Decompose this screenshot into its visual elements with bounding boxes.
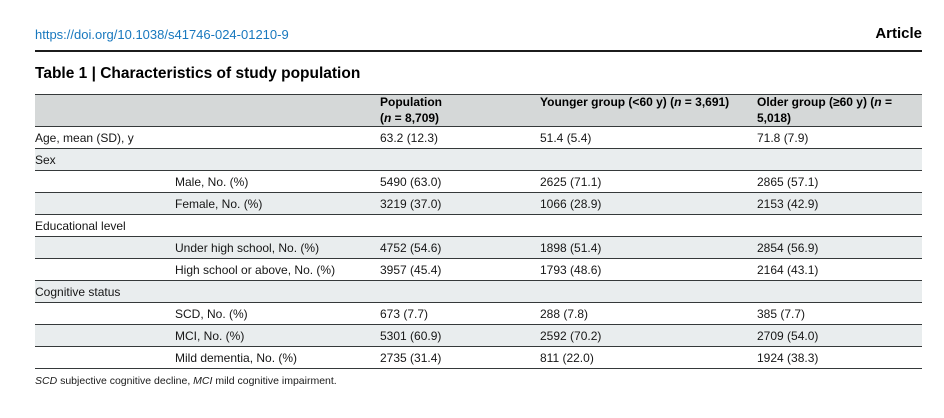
cell-value: 2164 (43.1) — [757, 258, 922, 281]
cell-value: 1924 (38.3) — [757, 346, 922, 369]
table-footnote: SCD subjective cognitive decline, MCI mi… — [35, 375, 337, 388]
cell-value: 1066 (28.9) — [540, 192, 757, 215]
table-title: Table 1 | Characteristics of study popul… — [35, 65, 361, 82]
column-header-older: Older group (≥60 y) (n = 5,018) — [757, 93, 922, 127]
cell-value: 2865 (57.1) — [757, 170, 922, 193]
cell-value: 2625 (71.1) — [540, 170, 757, 193]
cell-value: 71.8 (7.9) — [757, 126, 922, 149]
cell-value: 4752 (54.6) — [380, 236, 540, 259]
cell-value: 3957 (45.4) — [380, 258, 540, 281]
cell-value: 811 (22.0) — [540, 346, 757, 369]
table-row: Under high school, No. (%) 4752 (54.6) 189… — [35, 236, 922, 259]
row-label: Age, mean (SD), y — [35, 126, 380, 149]
cell-value: 2709 (54.0) — [757, 324, 922, 347]
cell-value: 385 (7.7) — [757, 302, 922, 325]
table-row: Mild dementia, No. (%) 2735 (31.4) 811 (22… — [35, 346, 922, 369]
table-row: Male, No. (%) 5490 (63.0) 2625 (71.1) 2865 … — [35, 170, 922, 193]
cell-value: 63.2 (12.3) — [380, 126, 540, 149]
column-header-population: Population (n = 8,709) — [380, 93, 540, 127]
row-label: Under high school, No. (%) — [175, 236, 380, 259]
section-label: Educational level — [35, 214, 922, 237]
header-row: Population (n = 8,709) Younger group (<60 … — [35, 93, 922, 127]
cell-value: 5301 (60.9) — [380, 324, 540, 347]
table-row: High school or above, No. (%) 3957 (45.4)… — [35, 258, 922, 281]
cell-value: 1793 (48.6) — [540, 258, 757, 281]
section-row: Sex — [35, 148, 922, 171]
cell-value: 2592 (70.2) — [540, 324, 757, 347]
column-header-younger: Younger group (<60 y) (n = 3,691) — [540, 93, 757, 127]
section-label: Sex — [35, 148, 922, 171]
section-row: Educational level — [35, 214, 922, 237]
doi-link[interactable]: https://doi.org/10.1038/s41746-024-01210… — [35, 27, 289, 42]
row-indent-cell — [35, 258, 175, 281]
characteristics-table: Population (n = 8,709) Younger group (<60 … — [35, 93, 922, 370]
row-indent-cell — [35, 324, 175, 347]
cell-value: 51.4 (5.4) — [540, 126, 757, 149]
table-row: Age, mean (SD), y 63.2 (12.3) 51.4 (5.4) 71… — [35, 126, 922, 149]
cell-value: 2735 (31.4) — [380, 346, 540, 369]
cell-value: 2854 (56.9) — [757, 236, 922, 259]
row-label: MCI, No. (%) — [175, 324, 380, 347]
table-header: Population (n = 8,709) Younger group (<60 … — [35, 93, 922, 127]
cell-value: 673 (7.7) — [380, 302, 540, 325]
table-row: SCD, No. (%) 673 (7.7) 288 (7.8) 385 (7.7) — [35, 302, 922, 325]
row-indent-cell — [35, 236, 175, 259]
page-header: https://doi.org/10.1038/s41746-024-01210… — [35, 0, 922, 52]
section-label: Cognitive status — [35, 280, 922, 303]
cell-value: 2153 (42.9) — [757, 192, 922, 215]
column-header-rowlabel — [35, 93, 380, 127]
table-body: Age, mean (SD), y 63.2 (12.3) 51.4 (5.4) 71… — [35, 126, 922, 369]
row-label: Mild dementia, No. (%) — [175, 346, 380, 369]
row-label: Male, No. (%) — [175, 170, 380, 193]
row-label: Female, No. (%) — [175, 192, 380, 215]
article-page: https://doi.org/10.1038/s41746-024-01210… — [35, 0, 922, 387]
cell-value: 288 (7.8) — [540, 302, 757, 325]
row-label: SCD, No. (%) — [175, 302, 380, 325]
table-row: Female, No. (%) 3219 (37.0) 1066 (28.9) 215… — [35, 192, 922, 215]
row-indent-cell — [35, 346, 175, 369]
section-row: Cognitive status — [35, 280, 922, 303]
row-indent-cell — [35, 170, 175, 193]
article-type-label: Article — [875, 25, 922, 42]
cell-value: 5490 (63.0) — [380, 170, 540, 193]
row-indent-cell — [35, 302, 175, 325]
cell-value: 1898 (51.4) — [540, 236, 757, 259]
row-label: High school or above, No. (%) — [175, 258, 380, 281]
table-row: MCI, No. (%) 5301 (60.9) 2592 (70.2) 2709 (… — [35, 324, 922, 347]
row-indent-cell — [35, 192, 175, 215]
cell-value: 3219 (37.0) — [380, 192, 540, 215]
